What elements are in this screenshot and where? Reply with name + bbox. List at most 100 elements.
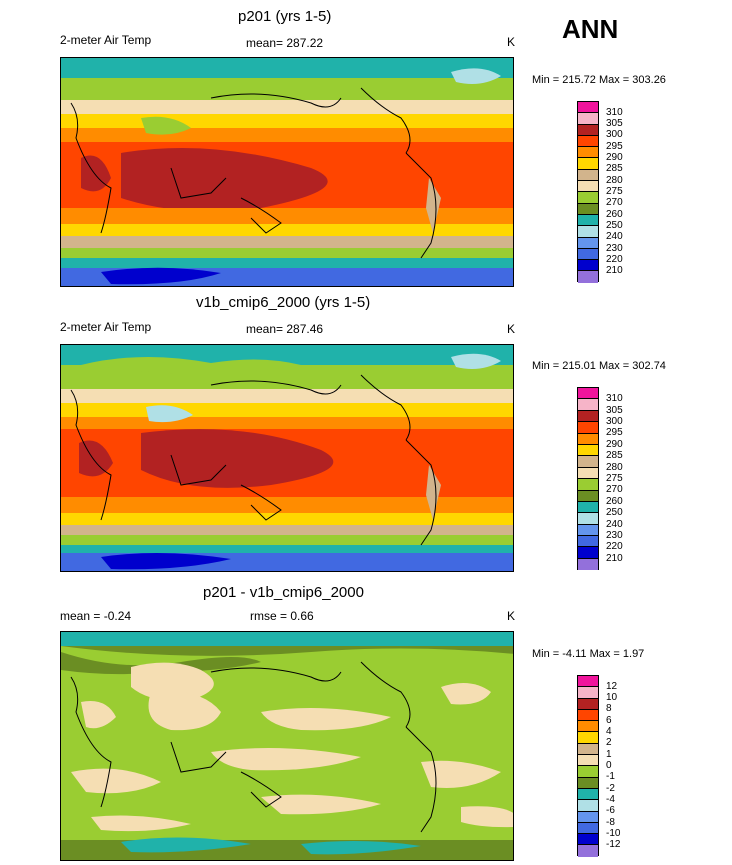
panel1-swatch	[578, 181, 598, 193]
panel3-swatch	[578, 800, 598, 812]
panel2-swatch	[578, 444, 598, 457]
panel3-swatch	[578, 777, 598, 789]
panel3-rmse-label: rmse = 0.66	[250, 609, 314, 623]
panel2-level-label: 300	[606, 416, 623, 427]
panel2-title: v1b_cmip6_2000 (yrs 1-5)	[196, 294, 371, 311]
panel3-level-label: -2	[606, 783, 615, 794]
panel1-level-label: 295	[606, 141, 623, 152]
panel3-level-label: 12	[606, 681, 618, 692]
panel3-swatch	[578, 732, 598, 744]
panel3-level-label: -4	[606, 794, 615, 805]
panel3-map-svg	[61, 632, 513, 860]
panel1-swatch	[578, 102, 598, 114]
panel2-swatch	[578, 399, 598, 411]
panel1-level-label: 270	[606, 197, 623, 208]
panel2-swatch	[578, 467, 598, 480]
panel1-swatch	[578, 203, 598, 215]
panel2-level-label: 210	[606, 553, 623, 564]
panel1-swatch	[578, 113, 598, 125]
panel3-level-label: 4	[606, 726, 612, 737]
panel1-swatch	[578, 192, 598, 204]
panel1-swatch	[578, 237, 598, 249]
panel3-level-label: 0	[606, 760, 612, 771]
panel2-minmax: Min = 215.01 Max = 302.74	[532, 360, 666, 372]
panel3-swatch	[578, 845, 598, 857]
panel2-swatch	[578, 513, 598, 525]
panel2-map	[60, 344, 514, 572]
panel3-level-label: -12	[606, 839, 621, 850]
panel3-level-label: 2	[606, 737, 612, 748]
panel3-swatch	[578, 822, 598, 835]
panel3-level-label: -6	[606, 805, 615, 816]
panel2-level-label: 305	[606, 405, 623, 416]
panel2-level-label: 220	[606, 541, 623, 552]
panel3-swatch	[578, 788, 598, 801]
panel2-level-label: 290	[606, 439, 623, 450]
panel1-swatch	[578, 226, 598, 238]
panel2-units: K	[507, 322, 516, 336]
panel2-level-label: 270	[606, 484, 623, 495]
panel1-level-label: 285	[606, 163, 623, 174]
panel1-swatch	[578, 147, 598, 159]
panel3-swatch	[578, 766, 598, 778]
panel2-swatch	[578, 536, 598, 548]
panel1-swatch	[578, 158, 598, 170]
panel3-minmax: Min = -4.11 Max = 1.97	[532, 648, 645, 660]
panel2-level-label: 275	[606, 473, 623, 484]
panel1-mean-label: mean= 287.22	[246, 36, 324, 50]
panel3-level-label: -1	[606, 771, 615, 782]
panel1-level-label: 260	[606, 209, 623, 220]
panel2-variable-label: 2-meter Air Temp	[60, 320, 152, 334]
panel1-level-label: 280	[606, 175, 623, 186]
panel2-level-label: 230	[606, 530, 623, 541]
panel1-swatch	[578, 124, 598, 136]
panel1-level-label: 300	[606, 129, 623, 140]
panel2-level-label: 250	[606, 507, 623, 518]
panel3-units: K	[507, 609, 516, 623]
panel1-map-svg	[61, 58, 513, 286]
panel2-swatch	[578, 547, 598, 559]
panel3-swatch	[578, 721, 598, 733]
panel2-swatch	[578, 479, 598, 491]
panel1-level-label: 275	[606, 186, 623, 197]
panel1-level-label: 290	[606, 152, 623, 163]
panel3-level-label: -10	[606, 828, 621, 839]
panel1-colorbar	[577, 101, 599, 283]
panel2-swatch	[578, 524, 598, 537]
panel3-map	[60, 631, 514, 861]
panel2-swatch	[578, 501, 598, 514]
panel1-units: K	[507, 35, 516, 49]
panel3-level-label: 10	[606, 692, 618, 703]
panel1-level-label: 240	[606, 231, 623, 242]
panel2-swatch	[578, 558, 598, 571]
season-label: ANN	[562, 14, 619, 44]
panel2-level-label: 280	[606, 462, 623, 473]
panel1-swatch	[578, 135, 598, 148]
panel1-level-label: 250	[606, 220, 623, 231]
panel2-swatch	[578, 422, 598, 434]
panel3-swatch	[578, 755, 598, 767]
panel1-swatch	[578, 169, 598, 182]
panel1-level-label: 230	[606, 243, 623, 254]
panel1-variable-label: 2-meter Air Temp	[60, 33, 152, 47]
panel1-swatch	[578, 248, 598, 261]
panel1-swatch	[578, 260, 598, 272]
panel3-level-label: 6	[606, 715, 612, 726]
panel2-swatch	[578, 490, 598, 502]
panel2-colorbar	[577, 387, 599, 571]
panel3-swatch	[578, 687, 598, 699]
panel1-swatch	[578, 271, 598, 283]
panel3-swatch	[578, 834, 598, 846]
panel2-level-label: 310	[606, 393, 623, 404]
panel2-swatch	[578, 388, 598, 400]
panel1-title: p201 (yrs 1-5)	[238, 8, 332, 25]
panel2-map-svg	[61, 345, 513, 571]
panel3-mean-label: mean = -0.24	[60, 609, 132, 623]
panel2-level-label: 240	[606, 519, 623, 530]
panel3-swatch	[578, 698, 598, 710]
panel3-swatch	[578, 743, 598, 756]
panel3-swatch	[578, 709, 598, 722]
panel2-level-label: 285	[606, 450, 623, 461]
panel2-level-label: 260	[606, 496, 623, 507]
panel3-colorbar	[577, 675, 599, 857]
